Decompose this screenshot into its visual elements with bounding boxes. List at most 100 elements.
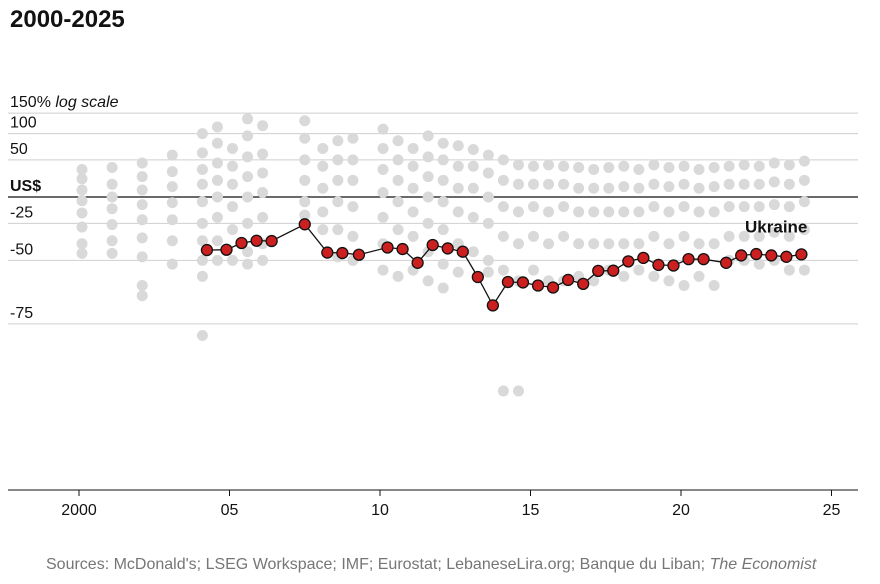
country-point — [558, 230, 570, 242]
country-point — [242, 217, 254, 229]
country-point — [196, 164, 208, 176]
country-point — [317, 182, 329, 194]
country-point — [482, 149, 494, 161]
country-point — [166, 181, 178, 193]
country-point — [106, 203, 118, 215]
country-point — [211, 211, 223, 223]
ukraine-point — [682, 253, 695, 266]
ukraine-point — [396, 242, 409, 256]
country-point — [573, 162, 585, 174]
ukraine-point — [577, 277, 590, 291]
country-point — [738, 201, 750, 213]
ukraine-point — [750, 247, 763, 261]
country-point — [392, 196, 404, 208]
y-axis-labels: 150% log scale 100 50 -25 -50 -75 US$ — [10, 94, 119, 322]
country-point — [377, 264, 389, 276]
country-point — [467, 160, 479, 172]
ukraine-point — [501, 275, 515, 289]
baseline-label: US$ — [10, 178, 41, 195]
ukraine-point — [735, 249, 748, 262]
country-point — [392, 224, 404, 236]
country-point — [136, 251, 148, 263]
country-point — [543, 178, 555, 190]
ukraine-point — [381, 241, 394, 254]
country-point — [196, 217, 208, 229]
country-point — [257, 148, 269, 160]
country-point — [452, 182, 464, 194]
country-point — [738, 178, 750, 190]
country-point — [136, 199, 148, 211]
country-point — [708, 206, 720, 218]
country-point — [467, 211, 479, 223]
country-point — [603, 182, 615, 194]
country-point — [633, 238, 645, 250]
country-point — [497, 201, 509, 213]
country-point — [242, 171, 254, 183]
country-point — [588, 182, 600, 194]
country-point — [166, 235, 178, 247]
country-point — [497, 230, 509, 242]
country-point — [693, 206, 705, 218]
country-point — [166, 258, 178, 270]
ukraine-point — [352, 248, 366, 261]
country-point — [166, 214, 178, 226]
country-point — [407, 160, 419, 172]
country-point — [648, 178, 660, 190]
country-point — [618, 181, 630, 193]
scale-note: 150% log scale — [10, 94, 119, 111]
country-point — [347, 230, 359, 242]
country-point — [648, 230, 660, 242]
country-point — [227, 178, 239, 190]
country-point — [603, 238, 615, 250]
country-point — [347, 154, 359, 166]
country-point — [299, 132, 311, 144]
source-text: Sources: McDonald's; LSEG Workspace; IMF… — [46, 556, 710, 573]
country-point — [242, 113, 254, 125]
country-point — [317, 206, 329, 218]
country-point — [693, 270, 705, 282]
country-point — [798, 264, 810, 276]
country-point — [798, 224, 810, 236]
country-point — [257, 120, 269, 132]
country-point — [618, 270, 630, 282]
country-point — [693, 164, 705, 176]
country-point — [768, 176, 780, 188]
country-point — [783, 230, 795, 242]
y-tick-label: -25 — [10, 204, 33, 221]
ukraine-point — [298, 218, 311, 231]
country-point — [332, 196, 344, 208]
country-point — [482, 167, 494, 179]
y-tick-label: 100 — [10, 115, 37, 132]
country-point — [392, 270, 404, 282]
x-tick-label: 15 — [522, 502, 540, 519]
ukraine-point — [441, 242, 454, 255]
country-point — [211, 191, 223, 203]
country-point — [211, 137, 223, 149]
country-point — [392, 135, 404, 147]
country-point — [211, 157, 223, 169]
country-point — [76, 221, 88, 233]
country-point — [227, 254, 239, 266]
country-point — [196, 196, 208, 208]
ukraine-point — [486, 299, 500, 312]
country-point — [257, 187, 269, 199]
country-point — [482, 266, 494, 278]
ukraine-point — [561, 273, 575, 287]
country-point — [106, 219, 118, 231]
country-point — [633, 264, 645, 276]
country-point — [242, 258, 254, 270]
country-point — [227, 142, 239, 154]
country-point — [299, 209, 311, 221]
country-point — [377, 123, 389, 135]
country-point — [708, 280, 720, 292]
country-point — [482, 254, 494, 266]
country-point — [708, 162, 720, 174]
country-point — [738, 159, 750, 171]
country-point — [678, 178, 690, 190]
country-point — [76, 247, 88, 259]
x-tick-label: 25 — [823, 502, 841, 519]
ukraine-point — [765, 249, 778, 262]
country-point — [633, 206, 645, 218]
country-point — [299, 196, 311, 208]
ukraine-point — [637, 251, 650, 265]
